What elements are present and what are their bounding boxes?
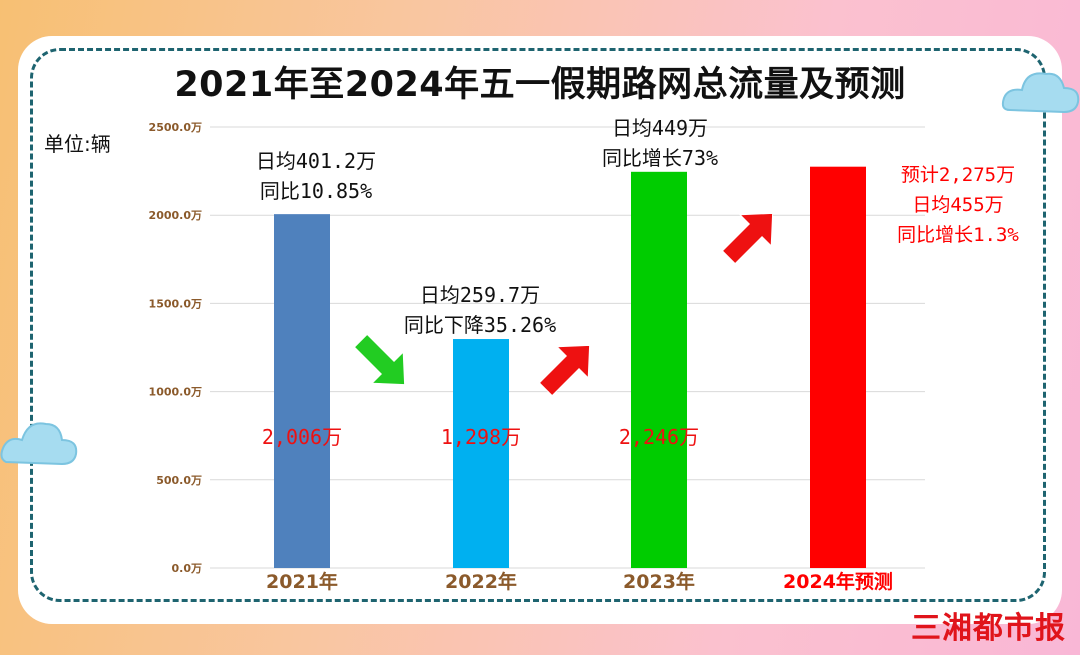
y-tick-label: 500.0万	[156, 474, 202, 487]
annotation-text: 同比下降35.26%	[404, 313, 556, 337]
annotation-text: 日均259.7万	[420, 283, 540, 307]
y-tick-label: 1500.0万	[149, 297, 202, 310]
y-tick-label: 2000.0万	[149, 209, 202, 222]
bar	[274, 214, 330, 568]
x-tick-label: 2022年	[445, 570, 517, 593]
annotation-text: 预计2,275万	[901, 164, 1015, 186]
cloud-icon	[0, 422, 78, 466]
annotation-text: 同比增长1.3%	[897, 224, 1019, 246]
data-label: 2,006万	[262, 425, 342, 449]
dashed-frame	[30, 48, 1046, 602]
unit-label: 单位:辆	[44, 132, 111, 156]
trend-arrow	[721, 212, 774, 265]
bar	[453, 339, 509, 568]
cloud-icon	[1001, 72, 1080, 114]
brand-logo: 三湘都市报	[911, 611, 1066, 646]
data-label: 2,246万	[619, 425, 699, 449]
y-tick-label: 0.0万	[172, 562, 203, 575]
bar	[631, 171, 687, 568]
x-tick-label: 2021年	[266, 570, 338, 593]
data-label: 1,298万	[441, 425, 521, 449]
annotation-text: 同比10.85%	[260, 179, 372, 203]
x-tick-label: 2023年	[623, 570, 695, 593]
annotation-text: 日均455万	[912, 194, 1003, 216]
trend-arrow	[353, 333, 406, 386]
bar	[810, 166, 866, 568]
y-tick-label: 1000.0万	[149, 386, 202, 399]
x-tick-label: 2024年预测	[783, 570, 893, 593]
chart-title: 2021年至2024年五一假期路网总流量及预测	[174, 65, 906, 105]
card-background	[18, 36, 1062, 624]
trend-arrow	[538, 344, 591, 397]
y-tick-label: 2500.0万	[149, 121, 202, 134]
annotation-text: 日均401.2万	[256, 149, 376, 173]
annotation-text: 同比增长73%	[602, 146, 718, 170]
annotation-text: 日均449万	[612, 116, 708, 140]
